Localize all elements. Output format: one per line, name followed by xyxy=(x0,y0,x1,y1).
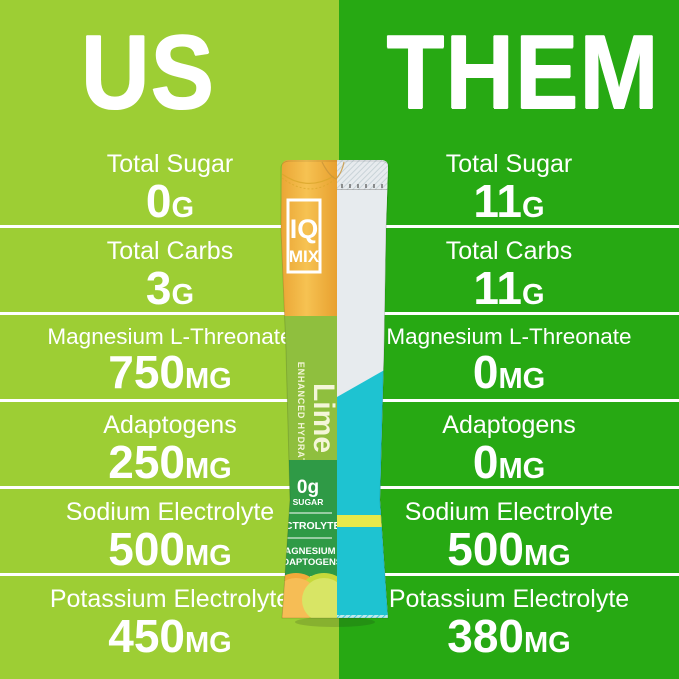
svg-text:0g: 0g xyxy=(297,477,319,498)
svg-text:IQ: IQ xyxy=(290,214,319,244)
svg-text:SUGAR: SUGAR xyxy=(293,497,324,507)
svg-text:ELECTROLYTES: ELECTROLYTES xyxy=(276,520,348,532)
svg-text:MIX: MIX xyxy=(289,247,320,266)
svg-text:Lime: Lime xyxy=(307,383,340,453)
svg-text:MAGNESIUM: MAGNESIUM xyxy=(276,546,335,557)
